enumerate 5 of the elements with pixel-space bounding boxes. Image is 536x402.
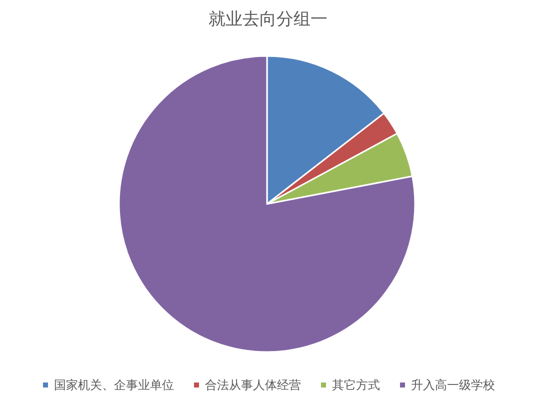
legend-label: 升入高一级学校 <box>411 378 495 392</box>
legend-label: 合法从事人体经营 <box>205 378 301 392</box>
legend-label: 国家机关、企事业单位 <box>54 378 174 392</box>
chart-title: 就业去向分组一 <box>208 10 328 30</box>
legend-label: 其它方式 <box>332 378 380 392</box>
